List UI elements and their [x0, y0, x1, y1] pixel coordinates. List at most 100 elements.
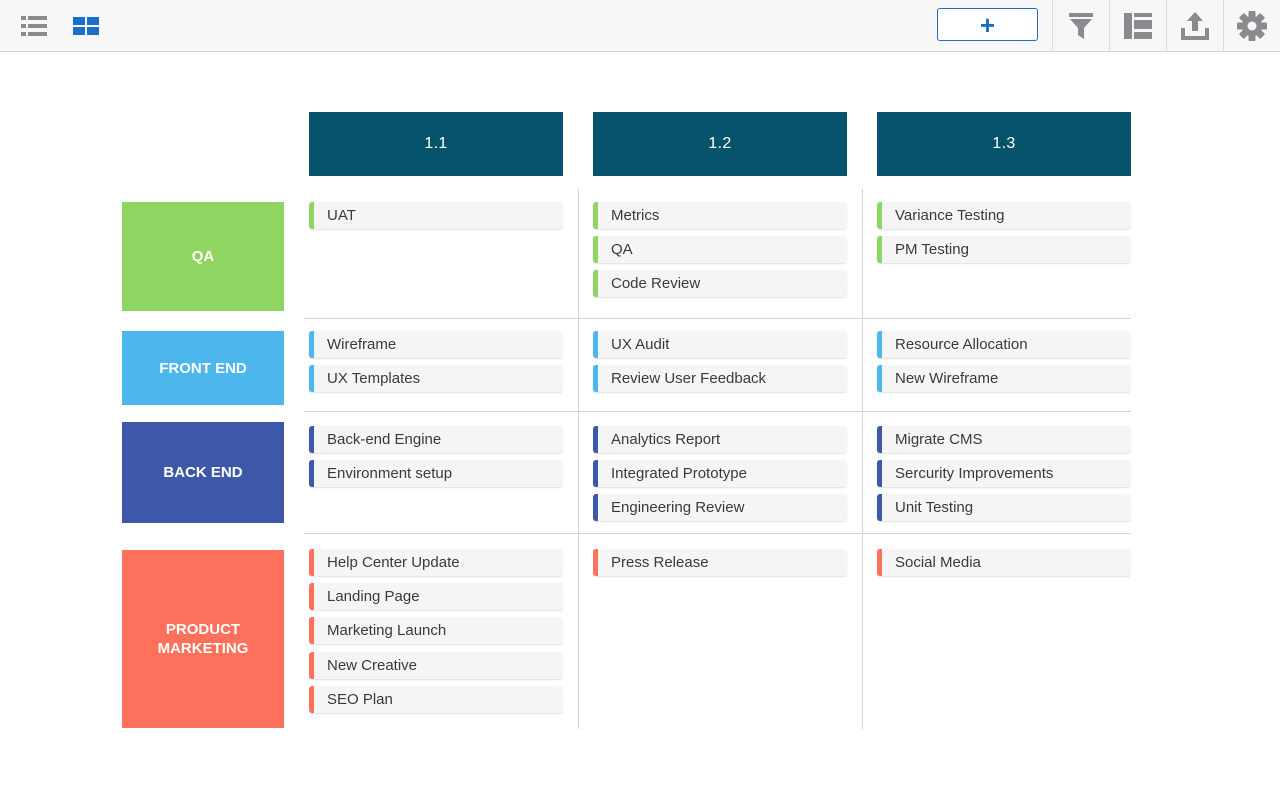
task-card-color-bar	[309, 686, 314, 713]
task-card-title: Help Center Update	[327, 554, 460, 571]
task-card-color-bar	[309, 460, 314, 487]
lane-label-text: FRONT END	[159, 359, 247, 377]
task-card-title: Engineering Review	[611, 499, 745, 516]
task-card-color-bar	[309, 549, 314, 576]
task-card-color-bar	[309, 583, 314, 610]
board-view-button[interactable]	[70, 10, 102, 42]
task-card-title: Landing Page	[327, 588, 420, 605]
task-card[interactable]: SEO Plan	[309, 686, 563, 713]
task-card[interactable]: Analytics Report	[593, 426, 847, 453]
task-card[interactable]: UX Templates	[309, 365, 563, 392]
task-card-title: Press Release	[611, 554, 709, 571]
task-card[interactable]: Social Media	[877, 549, 1131, 576]
task-card[interactable]: Variance Testing	[877, 202, 1131, 229]
view-switcher	[18, 10, 102, 42]
task-card[interactable]: Integrated Prototype	[593, 460, 847, 487]
task-card[interactable]: New Creative	[309, 652, 563, 679]
settings-icon	[1237, 10, 1267, 41]
task-card-title: UAT	[327, 207, 356, 224]
task-card[interactable]: PM Testing	[877, 236, 1131, 263]
task-card-color-bar	[309, 331, 314, 358]
filter-button[interactable]	[1052, 0, 1109, 51]
layout-icon	[1124, 12, 1152, 39]
task-card-title: UX Templates	[327, 370, 421, 387]
task-card-title: Sercurity Improvements	[895, 465, 1054, 482]
filter-icon	[1069, 12, 1093, 39]
lane-label-text: BACK END	[163, 464, 243, 481]
task-card-color-bar	[593, 236, 598, 263]
task-card-color-bar	[877, 331, 882, 358]
settings-button[interactable]	[1223, 0, 1280, 51]
board: 1.1 1.2 1.3 QA UAT Metrics QA Code Review Varian…	[0, 52, 1280, 788]
task-card-title: Integrated Prototype	[611, 465, 747, 482]
task-card-color-bar	[877, 494, 882, 521]
task-card-title: Metrics	[611, 207, 660, 224]
task-card-color-bar	[309, 617, 314, 644]
add-label: +	[979, 9, 996, 40]
task-card-title: SEO Plan	[327, 691, 393, 708]
task-card-color-bar	[877, 365, 882, 392]
task-card[interactable]: Back-end Engine	[309, 426, 563, 453]
export-icon	[1181, 11, 1209, 40]
column-header-2[interactable]: 1.2	[593, 112, 847, 176]
task-card-color-bar	[309, 202, 314, 229]
task-card-color-bar	[309, 652, 314, 679]
task-card-color-bar	[877, 202, 882, 229]
task-card-title: Resource Allocation	[895, 336, 1028, 353]
task-card[interactable]: Code Review	[593, 270, 847, 297]
task-card[interactable]: New Wireframe	[877, 365, 1131, 392]
column-header-3[interactable]: 1.3	[877, 112, 1131, 176]
task-card[interactable]: Sercurity Improvements	[877, 460, 1131, 487]
task-card[interactable]: QA	[593, 236, 847, 263]
task-card[interactable]: Landing Page	[309, 583, 563, 610]
task-card-color-bar	[593, 365, 598, 392]
task-card[interactable]: Marketing Launch	[309, 617, 563, 644]
task-card-title: Unit Testing	[895, 499, 974, 516]
task-card-color-bar	[309, 426, 314, 453]
board-view-icon	[73, 17, 99, 35]
layout-button[interactable]	[1109, 0, 1166, 51]
column-divider	[578, 189, 579, 729]
task-card-color-bar	[593, 460, 598, 487]
task-card-title: Social Media	[895, 554, 981, 571]
task-card-title: Wireframe	[327, 336, 397, 353]
lane-label-back-end[interactable]: BACK END	[122, 422, 284, 523]
task-card[interactable]: Wireframe	[309, 331, 563, 358]
task-card-title: QA	[611, 241, 633, 258]
task-card[interactable]: UX Audit	[593, 331, 847, 358]
task-card-color-bar	[593, 202, 598, 229]
task-card[interactable]: Help Center Update	[309, 549, 563, 576]
list-view-button[interactable]	[18, 10, 50, 42]
task-card[interactable]: Unit Testing	[877, 494, 1131, 521]
lane-label-qa[interactable]: QA	[122, 202, 284, 311]
lane-label-product-marketing[interactable]: PRODUCT MARKETING	[122, 550, 284, 728]
task-card[interactable]: Review User Feedback	[593, 365, 847, 392]
lane-divider	[304, 533, 1131, 534]
task-card-color-bar	[593, 549, 598, 576]
task-card-title: Environment setup	[327, 465, 453, 482]
task-card-color-bar	[309, 365, 314, 392]
task-card-title: PM Testing	[895, 241, 969, 258]
lane-divider	[304, 411, 1131, 412]
export-button[interactable]	[1166, 0, 1223, 51]
column-header-1[interactable]: 1.1	[309, 112, 563, 176]
task-card-color-bar	[593, 331, 598, 358]
task-card-title: UX Audit	[611, 336, 670, 353]
task-card-title: Marketing Launch	[327, 622, 447, 639]
add-button[interactable]: +	[937, 8, 1038, 41]
task-card[interactable]: Resource Allocation	[877, 331, 1131, 358]
toolbar-actions	[1052, 0, 1280, 51]
task-card[interactable]: Environment setup	[309, 460, 563, 487]
task-card-color-bar	[593, 494, 598, 521]
task-card-title: Variance Testing	[895, 207, 1005, 224]
task-card[interactable]: Engineering Review	[593, 494, 847, 521]
task-card[interactable]: Migrate CMS	[877, 426, 1131, 453]
lane-label-front-end[interactable]: FRONT END	[122, 331, 284, 405]
task-card[interactable]: UAT	[309, 202, 563, 229]
task-card-title: Review User Feedback	[611, 370, 767, 387]
task-card[interactable]: Metrics	[593, 202, 847, 229]
list-view-icon	[21, 16, 47, 36]
task-card-color-bar	[877, 460, 882, 487]
task-card-color-bar	[877, 426, 882, 453]
task-card[interactable]: Press Release	[593, 549, 847, 576]
